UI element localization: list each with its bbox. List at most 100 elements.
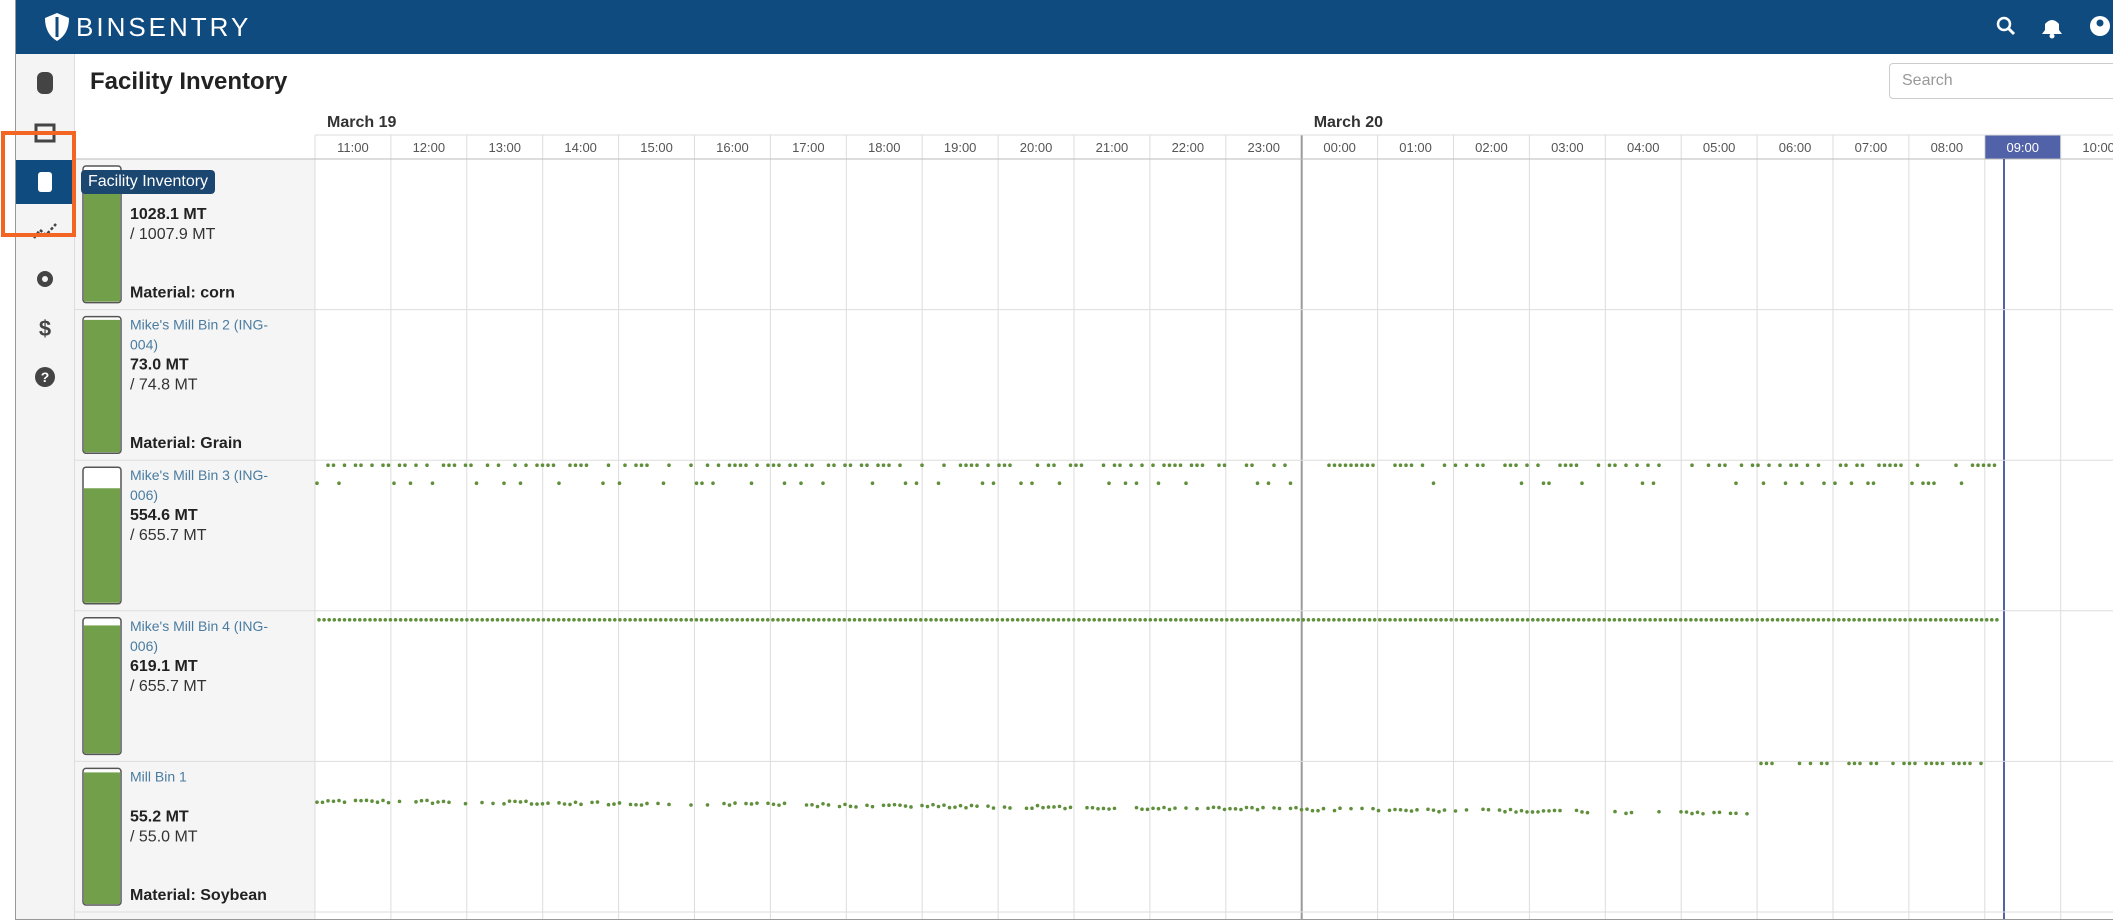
- bin-material: Material: corn: [130, 285, 235, 302]
- reading-dot: [1651, 481, 1656, 486]
- reading-dot: [521, 618, 525, 622]
- reading-dot: [507, 799, 512, 803]
- reading-dot: [1239, 807, 1243, 812]
- reading-dot: [1858, 761, 1862, 766]
- reading-dot: [942, 463, 946, 468]
- reading-dot: [821, 801, 825, 806]
- reading-dot: [1874, 761, 1879, 766]
- bin-capacity: / 655.7 MT: [130, 678, 207, 695]
- reading-dot: [1717, 810, 1722, 815]
- reading-dot: [925, 804, 930, 809]
- reading-dot: [320, 800, 325, 805]
- hour-label: 23:00: [1247, 140, 1280, 155]
- reading-dot: [722, 801, 726, 806]
- nav-settings[interactable]: [16, 257, 74, 301]
- reading-dot: [1607, 463, 1612, 468]
- reading-dot: [705, 463, 710, 468]
- reading-dot: [667, 463, 671, 468]
- reading-dot: [639, 803, 644, 807]
- reading-dot: [980, 481, 985, 486]
- reading-dot: [425, 798, 429, 803]
- reading-dot: [645, 801, 649, 806]
- reading-dot: [1928, 618, 1933, 622]
- reading-dot: [601, 481, 605, 486]
- reading-dot: [975, 618, 979, 622]
- reading-dot: [1437, 809, 1441, 814]
- reading-dot: [1935, 761, 1939, 766]
- reading-dot: [1090, 805, 1095, 810]
- reading-dot: [1299, 807, 1304, 812]
- bin-amount: 619.1 MT: [130, 658, 198, 675]
- reading-dot: [1791, 618, 1795, 622]
- reading-dot: [1536, 810, 1540, 814]
- reading-dot: [689, 463, 693, 468]
- account-icon[interactable]: [2090, 16, 2110, 36]
- reading-dot: [1882, 618, 1887, 622]
- reading-dot: [1806, 618, 1810, 622]
- reading-dot: [1921, 481, 1925, 486]
- reading-dot: [430, 481, 435, 486]
- reading-dot: [1035, 803, 1040, 808]
- reading-dot: [1167, 807, 1172, 812]
- reading-dot: [771, 802, 776, 807]
- reading-dot: [1129, 463, 1133, 468]
- reading-dot: [643, 618, 648, 622]
- hour-label: 05:00: [1703, 140, 1736, 155]
- reading-dot: [1899, 463, 1903, 468]
- reading-dot: [447, 463, 451, 468]
- reading-dot: [1485, 618, 1489, 622]
- reading-dot: [577, 618, 581, 622]
- reading-dot: [1383, 618, 1387, 622]
- reading-dot: [1541, 481, 1546, 486]
- reading-dot: [1926, 481, 1931, 486]
- reading-dot: [1096, 806, 1100, 811]
- reading-dot: [1987, 463, 1991, 468]
- nav-billing[interactable]: $: [16, 306, 74, 350]
- reading-dot: [1301, 618, 1306, 622]
- reading-dot: [1217, 805, 1221, 810]
- reading-dot: [441, 799, 446, 804]
- reading-dot: [1959, 618, 1963, 622]
- notifications-icon[interactable]: [2042, 20, 2062, 39]
- reading-dot: [822, 618, 826, 622]
- reading-dot: [1360, 463, 1364, 468]
- reading-dot: [782, 801, 787, 806]
- bin-name: Mike's Mill Bin 4 (ING- 006): [130, 618, 268, 654]
- reading-dot: [1745, 811, 1749, 816]
- reading-dot: [1327, 618, 1331, 622]
- reading-dot: [1910, 481, 1914, 486]
- bin-name-line: Mill Bin 1: [130, 768, 187, 784]
- nav-help[interactable]: ?: [16, 355, 74, 399]
- reading-dot: [546, 618, 551, 622]
- search-input[interactable]: Search: [1889, 63, 2113, 99]
- reading-dot: [1156, 806, 1161, 811]
- reading-dot: [1260, 618, 1265, 622]
- reading-dot: [1281, 618, 1285, 622]
- hour-label: 11:00: [337, 140, 369, 155]
- nav-facility-inventory[interactable]: [16, 160, 74, 204]
- reading-dot: [854, 805, 858, 809]
- reading-dot: [439, 618, 444, 622]
- reading-dot: [1519, 808, 1524, 813]
- reading-dot: [315, 800, 319, 804]
- bin-name-line: Mike's Mill Bin 2 (ING-: [130, 317, 268, 333]
- reading-dot: [1624, 463, 1628, 468]
- reading-dot: [573, 800, 578, 805]
- reading-dot: [409, 618, 413, 622]
- reading-dot: [1469, 618, 1474, 622]
- search-icon[interactable]: [1996, 16, 2016, 36]
- brand: BINSENTRY: [76, 12, 252, 42]
- reading-dot: [689, 803, 693, 807]
- reading-dot: [1200, 463, 1205, 468]
- reading-dot: [832, 463, 836, 468]
- reading-dot: [1008, 806, 1012, 810]
- reading-dot: [1376, 808, 1381, 813]
- nav-bins[interactable]: [16, 62, 74, 106]
- bin-capacity: / 55.0 MT: [130, 828, 198, 845]
- reading-dot: [1442, 463, 1447, 468]
- reading-dot: [648, 618, 653, 622]
- reading-dot: [469, 463, 473, 468]
- hour-label: 22:00: [1172, 140, 1205, 155]
- reading-dot: [1332, 808, 1337, 813]
- reading-dot: [491, 801, 495, 806]
